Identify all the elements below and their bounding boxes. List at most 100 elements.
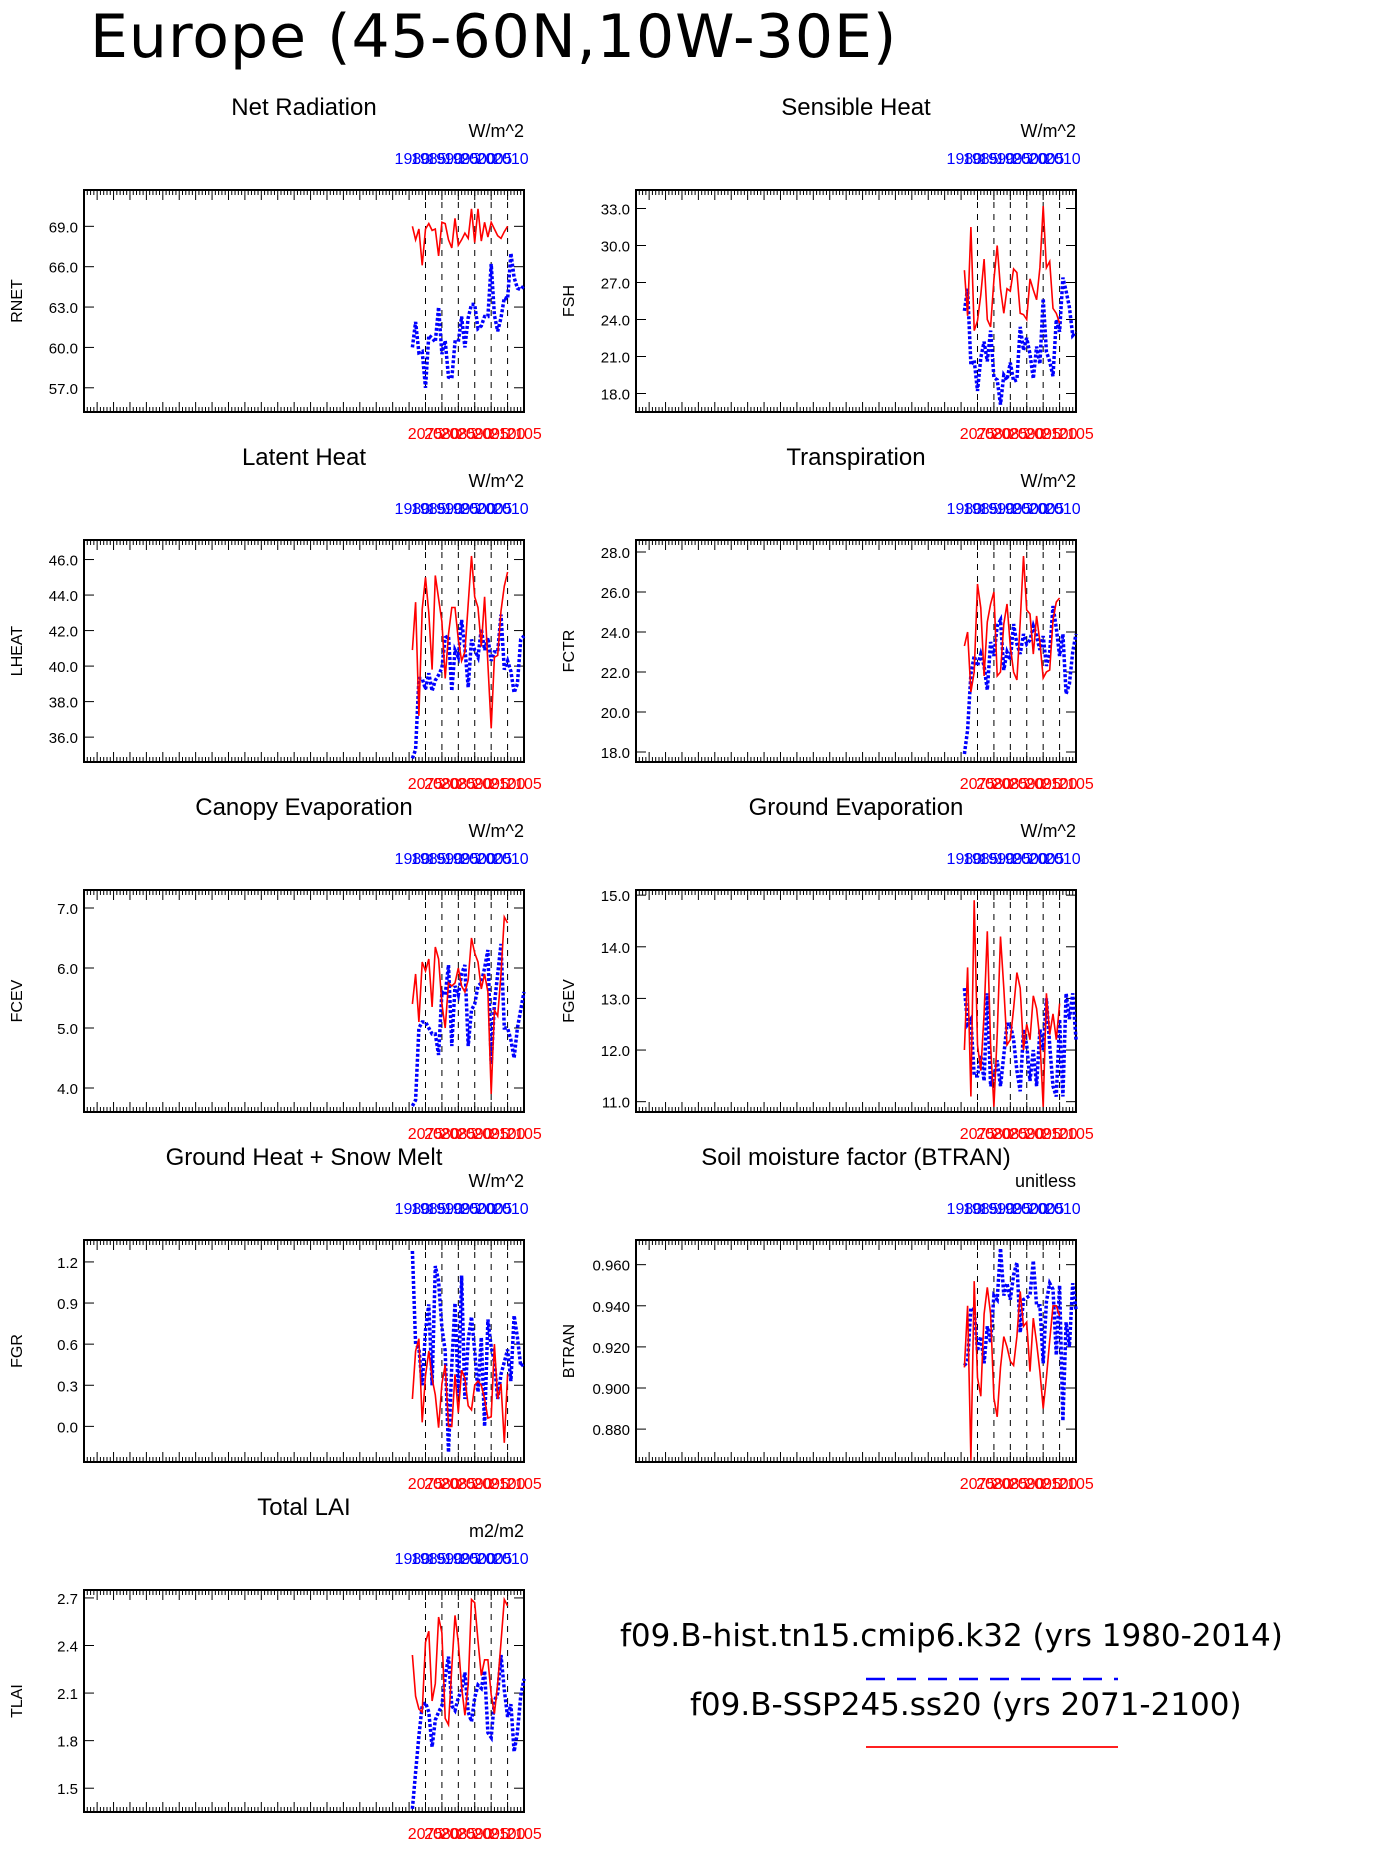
y-tick-label: 7.0 (57, 901, 78, 918)
x-tick-label-top: 1985 (411, 1551, 447, 1568)
x-tick-label-bottom: 2100 (1042, 426, 1078, 443)
x-tick-label-bottom: 2105 (1058, 1476, 1094, 1493)
x-tick-label-bottom: 2080 (424, 1826, 460, 1843)
y-tick-label: 69.0 (49, 219, 78, 236)
x-tick-label-top: 1990 (427, 1201, 463, 1218)
figure-title: Europe (45-60N,10W-30E) (90, 2, 898, 72)
x-tick-label-bottom: 2085 (441, 426, 477, 443)
panel-btran: Soil moisture factor (BTRAN)unitless 2075… (561, 1144, 1094, 1493)
x-tick-label-top: 2000 (460, 1551, 496, 1568)
x-tick-label-bottom: 2075 (960, 1476, 996, 1493)
y-tick-label: 5.0 (57, 1021, 78, 1038)
y-tick-label: 6.0 (57, 961, 78, 978)
x-tick-label-bottom: 2080 (424, 1476, 460, 1493)
x-tick-label-top: 2000 (460, 851, 496, 868)
x-tick-label-top: 1980 (395, 1201, 431, 1218)
series-line-future (411, 208, 509, 266)
x-tick-label-top: 1990 (979, 501, 1015, 518)
x-tick-label-bottom: 2105 (506, 776, 542, 793)
x-tick-label-bottom: 2100 (1042, 1126, 1078, 1143)
x-tick-label-bottom: 2090 (457, 1126, 493, 1143)
series-line-historical (962, 277, 1078, 405)
x-tick-label-bottom: 2075 (960, 426, 996, 443)
x-tick-label-bottom: 2105 (506, 1476, 542, 1493)
series-line-future (411, 914, 509, 1095)
x-tick-label-top: 1980 (395, 851, 431, 868)
legend-label-future: f09.B-SSP245.ss20 (yrs 2071-2100) (690, 1687, 1242, 1723)
x-tick-label-top: 2010 (1045, 851, 1081, 868)
x-tick-label-top: 2000 (1012, 1201, 1048, 1218)
panel-title: Sensible Heat (781, 94, 931, 121)
x-tick-label-bottom: 2090 (457, 1826, 493, 1843)
series-line-future (963, 205, 1061, 331)
x-tick-label-bottom: 2080 (976, 426, 1012, 443)
x-tick-label-top: 1990 (979, 151, 1015, 168)
panel-title: Latent Heat (242, 444, 366, 471)
x-tick-label-top: 1985 (411, 501, 447, 518)
series-line-historical (962, 987, 1078, 1098)
x-tick-label-top: 2005 (1029, 501, 1065, 518)
y-axis-label: TLAI (9, 1684, 26, 1718)
x-tick-label-bottom: 2095 (1025, 776, 1061, 793)
panel-units: W/m^2 (469, 471, 524, 491)
x-tick-label-bottom: 2090 (1009, 1126, 1045, 1143)
x-tick-label-bottom: 2105 (1058, 426, 1094, 443)
x-tick-label-top: 1995 (444, 1201, 480, 1218)
x-tick-label-top: 1990 (427, 1551, 463, 1568)
series-line-historical (410, 1654, 526, 1809)
y-tick-label: 20.0 (601, 705, 630, 722)
x-tick-label-bottom: 2090 (457, 1476, 493, 1493)
y-tick-label: 14.0 (601, 940, 630, 957)
legend-label-historical: f09.B-hist.tn15.cmip6.k32 (yrs 1980-2014… (620, 1618, 1283, 1654)
x-tick-label-top: 1990 (979, 1201, 1015, 1218)
y-tick-label: 1.2 (57, 1255, 78, 1272)
x-tick-label-bottom: 2100 (1042, 1476, 1078, 1493)
y-tick-label: 15.0 (601, 888, 630, 905)
x-tick-label-top: 2010 (493, 151, 529, 168)
x-tick-label-bottom: 2080 (976, 776, 1012, 793)
series-line-future (411, 1338, 509, 1443)
x-tick-label-bottom: 2085 (993, 1126, 1029, 1143)
y-tick-label: 12.0 (601, 1043, 630, 1060)
panel-fctr: Transpiration W/m^2 2075208020852090209521… (561, 444, 1094, 793)
x-tick-label-top: 1985 (411, 851, 447, 868)
x-tick-label-top: 1990 (979, 851, 1015, 868)
y-tick-label: 40.0 (49, 659, 78, 676)
x-tick-label-top: 1995 (996, 1201, 1032, 1218)
y-axis-label: LHEAT (9, 626, 26, 677)
x-tick-label-top: 1985 (411, 151, 447, 168)
panel-title: Ground Heat + Snow Melt (166, 1144, 443, 1171)
x-tick-label-top: 2010 (1045, 151, 1081, 168)
x-tick-label-top: 1995 (444, 1551, 480, 1568)
series-line-future (963, 900, 1061, 1107)
y-tick-label: 0.9 (57, 1296, 78, 1313)
x-tick-label-top: 2005 (1029, 851, 1065, 868)
panel-units: unitless (1015, 1171, 1076, 1191)
y-tick-label: 36.0 (49, 730, 78, 747)
x-tick-label-bottom: 2100 (490, 776, 526, 793)
x-tick-label-bottom: 2100 (1042, 776, 1078, 793)
x-tick-label-top: 1995 (996, 851, 1032, 868)
x-tick-label-bottom: 2105 (506, 426, 542, 443)
panel-fsh: Sensible HeatW/m^22075208020852090209521… (561, 94, 1094, 443)
panel-fgr: Ground Heat + Snow Melt W/m^2 207520802085… (9, 1144, 542, 1493)
x-tick-label-top: 2010 (493, 851, 529, 868)
y-tick-label: 0.920 (592, 1340, 630, 1357)
x-tick-label-bottom: 2075 (960, 776, 996, 793)
x-tick-label-bottom: 2095 (473, 1476, 509, 1493)
y-tick-label: 4.0 (57, 1081, 78, 1098)
x-tick-label-bottom: 2095 (473, 1826, 509, 1843)
y-tick-label: 0.6 (57, 1337, 78, 1354)
panel-units: W/m^2 (1021, 471, 1076, 491)
y-tick-label: 57.0 (49, 381, 78, 398)
series-line-historical (410, 252, 526, 388)
x-tick-label-top: 2000 (1012, 151, 1048, 168)
y-tick-label: 46.0 (49, 553, 78, 570)
x-tick-label-top: 1995 (444, 151, 480, 168)
series-line-future (963, 555, 1061, 693)
x-tick-label-bottom: 2095 (473, 426, 509, 443)
y-tick-label: 2.4 (57, 1639, 78, 1656)
x-tick-label-bottom: 2080 (976, 1476, 1012, 1493)
x-tick-label-top: 1995 (444, 501, 480, 518)
panel-units: W/m^2 (469, 821, 524, 841)
